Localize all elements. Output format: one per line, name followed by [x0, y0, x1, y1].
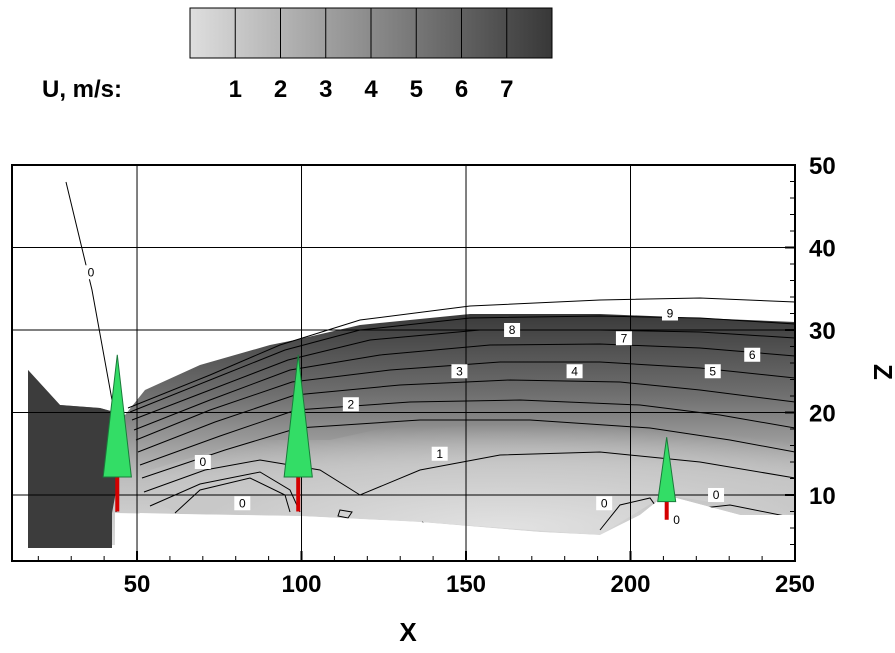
tree: [283, 354, 313, 512]
contour-label-box: [342, 397, 359, 412]
z-tick-label: 30: [809, 318, 836, 345]
variable-label: U, m/s:: [42, 76, 122, 103]
contour-label-box: [194, 455, 211, 469]
contour-label-box: [82, 265, 99, 280]
z-tick-label: 20: [809, 401, 836, 428]
x-tick-label: 100: [281, 571, 321, 598]
contour-label: 1: [431, 446, 448, 461]
contour-label-text: 8: [509, 323, 516, 337]
contour-label-text: 0: [199, 455, 206, 469]
tree-trunk: [664, 501, 669, 520]
legend-level-label: 5: [410, 76, 423, 103]
contour-label-box: [596, 496, 613, 511]
z-tick-label: 10: [809, 483, 836, 510]
contour-label-text: 4: [571, 364, 578, 378]
legend: U, m/s: 1 2 3 4 5 6 7: [42, 7, 553, 103]
contour-label-text: 0: [713, 488, 720, 502]
ground-mask: [28, 495, 795, 561]
contour-label: 6: [744, 347, 761, 362]
z-tick-label: 40: [809, 236, 836, 263]
contour-label-box: [451, 364, 468, 379]
x-tick-labels: 50 100 150 200 250: [124, 571, 815, 598]
legend-level-label: 7: [500, 76, 513, 103]
contour-label: 5: [704, 364, 721, 379]
contour-label: 0: [82, 265, 99, 280]
contour-label-box: [744, 347, 761, 362]
legend-level-label: 4: [364, 76, 378, 103]
contour-label-box: [668, 512, 685, 527]
x-tick-label: 50: [124, 571, 151, 598]
z-tick-label: 50: [809, 153, 836, 180]
contour-label-text: 6: [749, 348, 756, 362]
contour-label-box: [431, 446, 448, 461]
axis-ticks: [37, 164, 796, 561]
contour-label-text: 1: [436, 447, 443, 461]
contour-label: 0: [708, 488, 725, 502]
contour-label-text: 9: [667, 307, 674, 321]
contour-label: 0: [234, 496, 251, 511]
contour-label: 4: [566, 364, 583, 379]
y-tick-labels: 10 20 30 40 50: [809, 153, 836, 510]
tree-crown: [657, 437, 677, 503]
contour-labels: 0 0 0 0 0 0 1 2 3 4 5 6 7 8 9: [82, 265, 761, 527]
contour-label-box: [661, 306, 678, 321]
contour-label-text: 3: [456, 364, 463, 378]
calm-region: [150, 405, 795, 535]
contour-label: 8: [504, 323, 521, 337]
tree-trunk: [115, 477, 120, 512]
legend-level-label: 6: [455, 76, 468, 103]
legend-level-label: 1: [229, 76, 242, 103]
contour-label: 2: [342, 397, 359, 412]
contour-label-text: 0: [239, 496, 246, 510]
contour-label-text: 0: [88, 265, 95, 279]
contour-label-box: [615, 331, 632, 346]
contour-label-box: [234, 496, 251, 511]
contour-label-box: [566, 364, 583, 379]
contour-label: 3: [451, 364, 468, 379]
x-tick-label: 250: [775, 571, 815, 598]
trees: [102, 354, 677, 520]
contour-label: 0: [194, 455, 211, 469]
contour-label-box: [708, 488, 725, 502]
contour-label-text: 7: [621, 331, 628, 345]
upwind-wake: [28, 370, 125, 548]
contour-label-text: 2: [348, 397, 355, 411]
tree: [657, 437, 677, 520]
contour-label: 0: [596, 496, 613, 511]
contour-label-text: 0: [673, 513, 680, 527]
plot-area: 0 0 0 0 0 0 1 2 3 4 5 6 7 8 9: [12, 165, 795, 561]
tree-crown: [102, 354, 132, 478]
contour-lines: [65, 181, 795, 536]
contour-label-text: 5: [709, 364, 716, 378]
tree-crown: [283, 354, 313, 478]
contour-label: 7: [615, 331, 632, 346]
contour-label: 9: [661, 306, 678, 321]
legend-level-label: 2: [274, 76, 287, 103]
y-axis-title: Z: [868, 364, 895, 380]
contour-label-box: [704, 364, 721, 379]
contour-label: 0: [668, 512, 685, 527]
contour-label-text: 0: [601, 496, 608, 510]
tree-trunk: [296, 477, 301, 512]
legend-labels: 1 2 3 4 5 6 7: [229, 76, 514, 103]
contour-label-box: [504, 323, 521, 337]
x-axis-title: X: [399, 617, 417, 647]
legend-level-label: 3: [319, 76, 332, 103]
tree: [102, 354, 132, 512]
x-tick-label: 200: [610, 571, 650, 598]
legend-dividers: [234, 8, 508, 58]
x-tick-label: 150: [446, 571, 486, 598]
